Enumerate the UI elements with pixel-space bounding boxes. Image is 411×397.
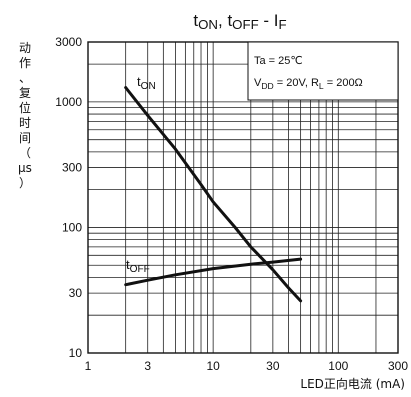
conditions-box: Ta = 25℃ VDD = 20V, RL = 200Ω	[247, 41, 399, 101]
y-axis-label-char: μs	[18, 161, 32, 175]
y-axis-label-char: （	[19, 146, 31, 160]
y-axis-label-char: 动	[19, 41, 31, 55]
x-tick-label: 1	[85, 359, 92, 373]
series-line-on	[124, 86, 303, 303]
y-axis-label-char: 作	[19, 56, 31, 70]
x-tick-labels: 1 3 10 30 100 300	[85, 359, 409, 373]
y-axis-label-char: 间	[19, 131, 31, 145]
x-tick-label: 3	[144, 359, 151, 373]
x-axis-label: LED正向电流 (mA)	[300, 376, 405, 391]
y-axis-label-char: 时	[19, 116, 31, 130]
y-tick-label: 3000	[55, 35, 82, 49]
series-label-on: tON	[137, 74, 156, 92]
y-tick-label: 1000	[55, 95, 82, 109]
series-lines	[124, 86, 303, 303]
x-tick-label: 10	[206, 359, 220, 373]
conditions-line-1: Ta = 25℃	[254, 55, 303, 67]
y-tick-labels: 10 30 100 300 1000 3000	[55, 35, 82, 360]
y-tick-label: 30	[69, 286, 83, 300]
y-axis-label-char: 、	[19, 71, 31, 85]
conditions-line-2: VDD = 20V, RL = 200Ω	[254, 77, 363, 91]
x-tick-label: 100	[328, 359, 348, 373]
y-axis-label-char: 位	[19, 100, 31, 115]
y-tick-label: 100	[62, 220, 82, 234]
x-tick-label: 300	[388, 359, 408, 373]
conditions-box-frame	[247, 41, 399, 101]
series-line-off	[124, 257, 303, 287]
plot-frame	[87, 41, 399, 354]
y-tick-label: 300	[62, 161, 82, 175]
series-label-off: tOFF	[126, 257, 150, 275]
series-labels: tON tOFF	[126, 74, 156, 275]
y-axis-label-char: ）	[19, 176, 31, 190]
chart-title: tON, tOFF - IF	[193, 11, 286, 32]
x-tick-label: 30	[266, 359, 280, 373]
y-tick-label: 10	[69, 346, 83, 360]
y-axis-label-char: 复	[19, 86, 31, 100]
